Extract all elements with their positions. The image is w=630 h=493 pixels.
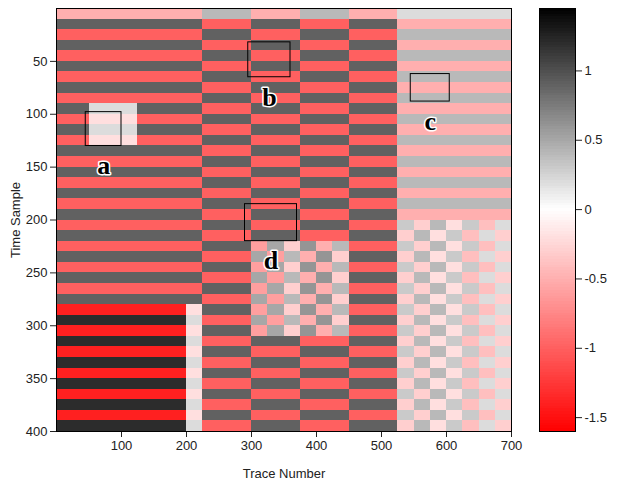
svg-text:1: 1 (585, 63, 592, 78)
svg-text:-1.5: -1.5 (585, 410, 607, 425)
svg-text:600: 600 (436, 438, 458, 453)
svg-text:b: b (262, 83, 276, 112)
svg-text:200: 200 (26, 212, 48, 227)
svg-text:400: 400 (26, 424, 48, 439)
svg-text:300: 300 (241, 438, 263, 453)
svg-text:400: 400 (306, 438, 328, 453)
svg-text:200: 200 (176, 438, 198, 453)
svg-text:Time Sample: Time Sample (8, 182, 23, 258)
svg-text:300: 300 (26, 318, 48, 333)
svg-text:50: 50 (33, 54, 47, 69)
svg-text:350: 350 (26, 371, 48, 386)
svg-text:a: a (97, 151, 110, 180)
svg-text:100: 100 (26, 106, 48, 121)
svg-text:Trace Number: Trace Number (243, 466, 326, 481)
svg-text:d: d (264, 246, 279, 275)
svg-text:500: 500 (371, 438, 393, 453)
svg-text:0: 0 (585, 202, 592, 217)
svg-text:100: 100 (111, 438, 133, 453)
svg-text:150: 150 (26, 159, 48, 174)
svg-text:250: 250 (26, 265, 48, 280)
svg-text:c: c (424, 107, 436, 136)
svg-text:-1: -1 (585, 340, 597, 355)
svg-text:700: 700 (501, 438, 523, 453)
svg-text:-0.5: -0.5 (585, 271, 607, 286)
svg-text:0.5: 0.5 (585, 132, 603, 147)
